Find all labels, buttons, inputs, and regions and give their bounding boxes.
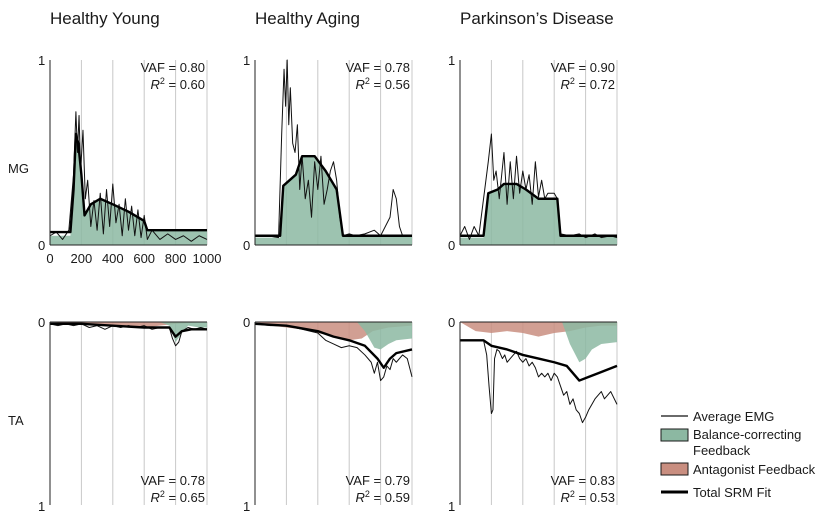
- x-tick-label: 1000: [193, 251, 222, 266]
- legend: Average EMG Balance-correcting Feedback A…: [660, 409, 816, 500]
- vaf-label: VAF = 0.83: [551, 473, 615, 488]
- y-tick-label-0: 0: [243, 315, 250, 330]
- y-tick-label-0: 0: [243, 238, 250, 253]
- vaf-label: VAF = 0.78: [346, 60, 410, 75]
- total-srm-fit-line: [254, 322, 413, 369]
- y-tick-label-1: 1: [38, 499, 45, 514]
- x-tick-label: 400: [102, 251, 124, 266]
- balance-feedback-area: [460, 322, 617, 363]
- total-srm-fit-line: [460, 339, 618, 382]
- y-tick-label-0: 0: [38, 238, 45, 253]
- legend-label-balance: Balance-correcting Feedback: [693, 427, 801, 458]
- vaf-label: VAF = 0.79: [346, 473, 410, 488]
- legend-label-total-fit: Total SRM Fit: [693, 485, 771, 500]
- column-title-healthy-aging: Healthy Aging: [255, 9, 360, 28]
- y-tick-label-1: 1: [243, 53, 250, 68]
- row-label-ta: TA: [8, 413, 24, 428]
- r2-label: R2 = 0.72: [560, 76, 615, 92]
- balance-feedback-area: [50, 134, 207, 245]
- y-tick-label-1: 1: [448, 499, 455, 514]
- row-label-mg: MG: [8, 161, 29, 176]
- balance-feedback-area: [255, 322, 412, 350]
- y-tick-label-1: 1: [448, 53, 455, 68]
- balance-feedback-area: [50, 322, 207, 343]
- vaf-label: VAF = 0.78: [141, 473, 205, 488]
- total-srm-fit-line: [460, 182, 617, 237]
- column-title-healthy-young: Healthy Young: [50, 9, 160, 28]
- column-title-parkinsons: Parkinson’s Disease: [460, 9, 614, 28]
- y-tick-label-0: 0: [38, 315, 45, 330]
- y-tick-label-1: 1: [38, 53, 45, 68]
- total-srm-fit-line: [50, 132, 207, 234]
- r2-label: R2 = 0.59: [355, 489, 410, 505]
- total-srm-fit-line: [255, 155, 412, 237]
- average-emg-line: [460, 339, 618, 424]
- r2-label: R2 = 0.56: [355, 76, 410, 92]
- r2-label: R2 = 0.65: [150, 489, 205, 505]
- total-srm-fit-line: [50, 322, 207, 338]
- legend-label-average-emg: Average EMG: [693, 409, 774, 424]
- y-tick-label-1: 1: [243, 499, 250, 514]
- x-tick-label: 800: [165, 251, 187, 266]
- y-tick-label-0: 0: [448, 315, 455, 330]
- x-tick-label: 0: [46, 251, 53, 266]
- vaf-label: VAF = 0.90: [551, 60, 615, 75]
- balance-feedback-area: [255, 156, 412, 245]
- legend-swatch-balance: [660, 428, 689, 442]
- legend-label-antagonist: Antagonist Feedback: [693, 462, 816, 477]
- vaf-label: VAF = 0.80: [141, 60, 205, 75]
- average-emg-line: [254, 323, 413, 382]
- x-tick-label: 200: [71, 251, 93, 266]
- y-tick-label-0: 0: [448, 238, 455, 253]
- x-tick-label: 600: [133, 251, 155, 266]
- r2-label: R2 = 0.60: [150, 76, 205, 92]
- legend-swatch-antagonist: [660, 462, 689, 476]
- r2-label: R2 = 0.53: [560, 489, 615, 505]
